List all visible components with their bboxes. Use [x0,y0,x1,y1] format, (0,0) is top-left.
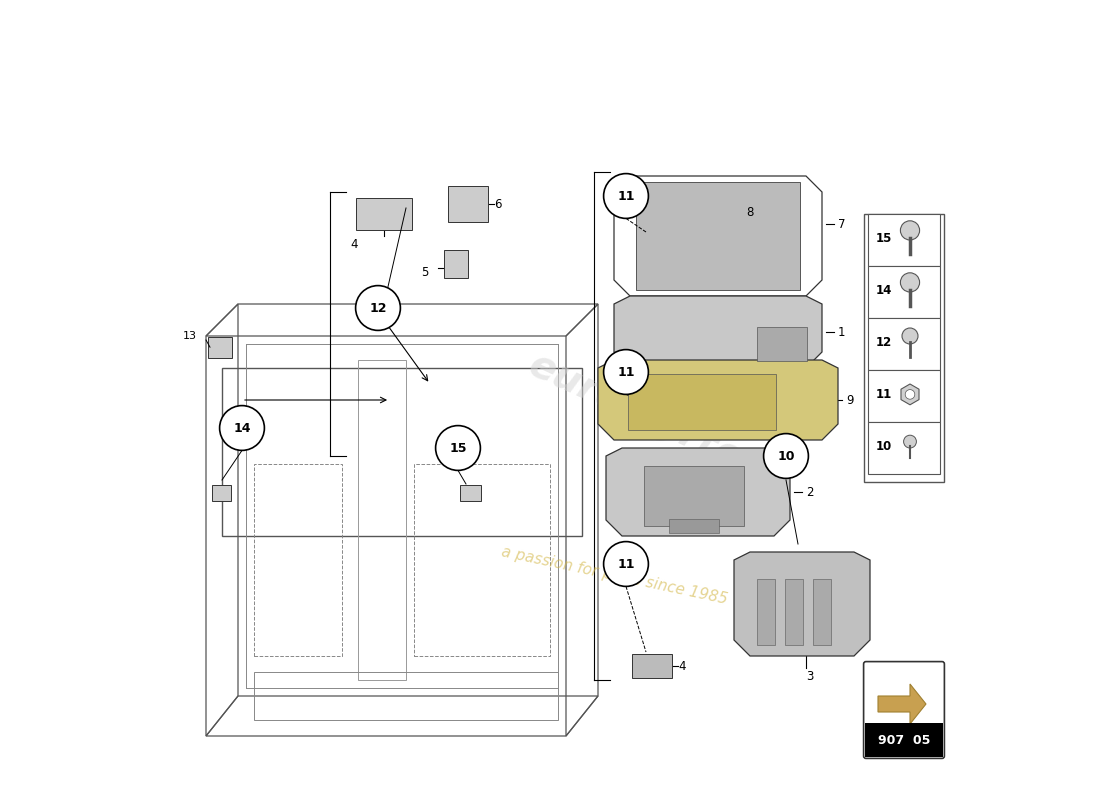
Text: 11: 11 [617,366,635,378]
Text: 4: 4 [678,660,685,673]
Polygon shape [901,384,918,405]
FancyBboxPatch shape [866,723,943,757]
Text: 6: 6 [494,198,502,210]
Text: 907  05: 907 05 [878,734,931,746]
FancyBboxPatch shape [628,374,775,430]
Circle shape [220,406,264,450]
Text: 12: 12 [370,302,387,314]
FancyBboxPatch shape [460,485,481,501]
Circle shape [901,221,920,240]
Text: 8: 8 [746,206,754,218]
FancyBboxPatch shape [868,422,939,474]
Circle shape [902,328,918,344]
Text: 12: 12 [876,336,892,349]
FancyBboxPatch shape [701,206,736,226]
FancyBboxPatch shape [868,266,939,318]
FancyBboxPatch shape [785,579,803,645]
Text: 10: 10 [778,450,794,462]
Text: a passion for parts since 1985: a passion for parts since 1985 [499,545,728,607]
Text: 11: 11 [876,388,892,401]
Polygon shape [598,360,838,440]
Polygon shape [878,684,926,724]
FancyBboxPatch shape [757,579,774,645]
Text: 9: 9 [846,394,854,406]
Text: 1: 1 [838,326,846,338]
FancyBboxPatch shape [757,327,806,361]
Text: 11: 11 [617,190,635,202]
FancyBboxPatch shape [868,214,939,266]
Circle shape [355,286,400,330]
FancyBboxPatch shape [444,250,468,278]
Polygon shape [606,448,790,536]
FancyBboxPatch shape [868,318,939,370]
Text: 11: 11 [617,558,635,570]
FancyBboxPatch shape [211,485,231,501]
Text: 14: 14 [233,422,251,434]
Circle shape [901,273,920,292]
Circle shape [436,426,481,470]
FancyBboxPatch shape [669,519,718,533]
Text: 14: 14 [876,284,892,297]
Text: 15: 15 [876,232,892,245]
FancyBboxPatch shape [449,186,487,222]
Circle shape [905,390,915,399]
Text: 5: 5 [421,266,428,278]
FancyBboxPatch shape [813,579,830,645]
Text: 3: 3 [806,670,813,682]
FancyBboxPatch shape [868,370,939,422]
Text: europ@rtes: europ@rtes [522,345,769,487]
Text: 2: 2 [806,486,814,498]
FancyBboxPatch shape [632,654,672,678]
FancyBboxPatch shape [637,182,800,290]
Text: 4: 4 [350,238,358,250]
FancyBboxPatch shape [356,198,411,230]
Circle shape [763,434,808,478]
Circle shape [903,435,916,448]
FancyBboxPatch shape [645,466,744,526]
Circle shape [604,350,648,394]
Circle shape [604,174,648,218]
Polygon shape [734,552,870,656]
Text: 15: 15 [449,442,466,454]
Text: 7: 7 [838,218,846,230]
FancyBboxPatch shape [208,337,232,358]
Polygon shape [614,296,822,368]
Circle shape [604,542,648,586]
FancyBboxPatch shape [864,662,945,758]
Text: 10: 10 [876,440,892,453]
Text: 13: 13 [183,331,197,341]
